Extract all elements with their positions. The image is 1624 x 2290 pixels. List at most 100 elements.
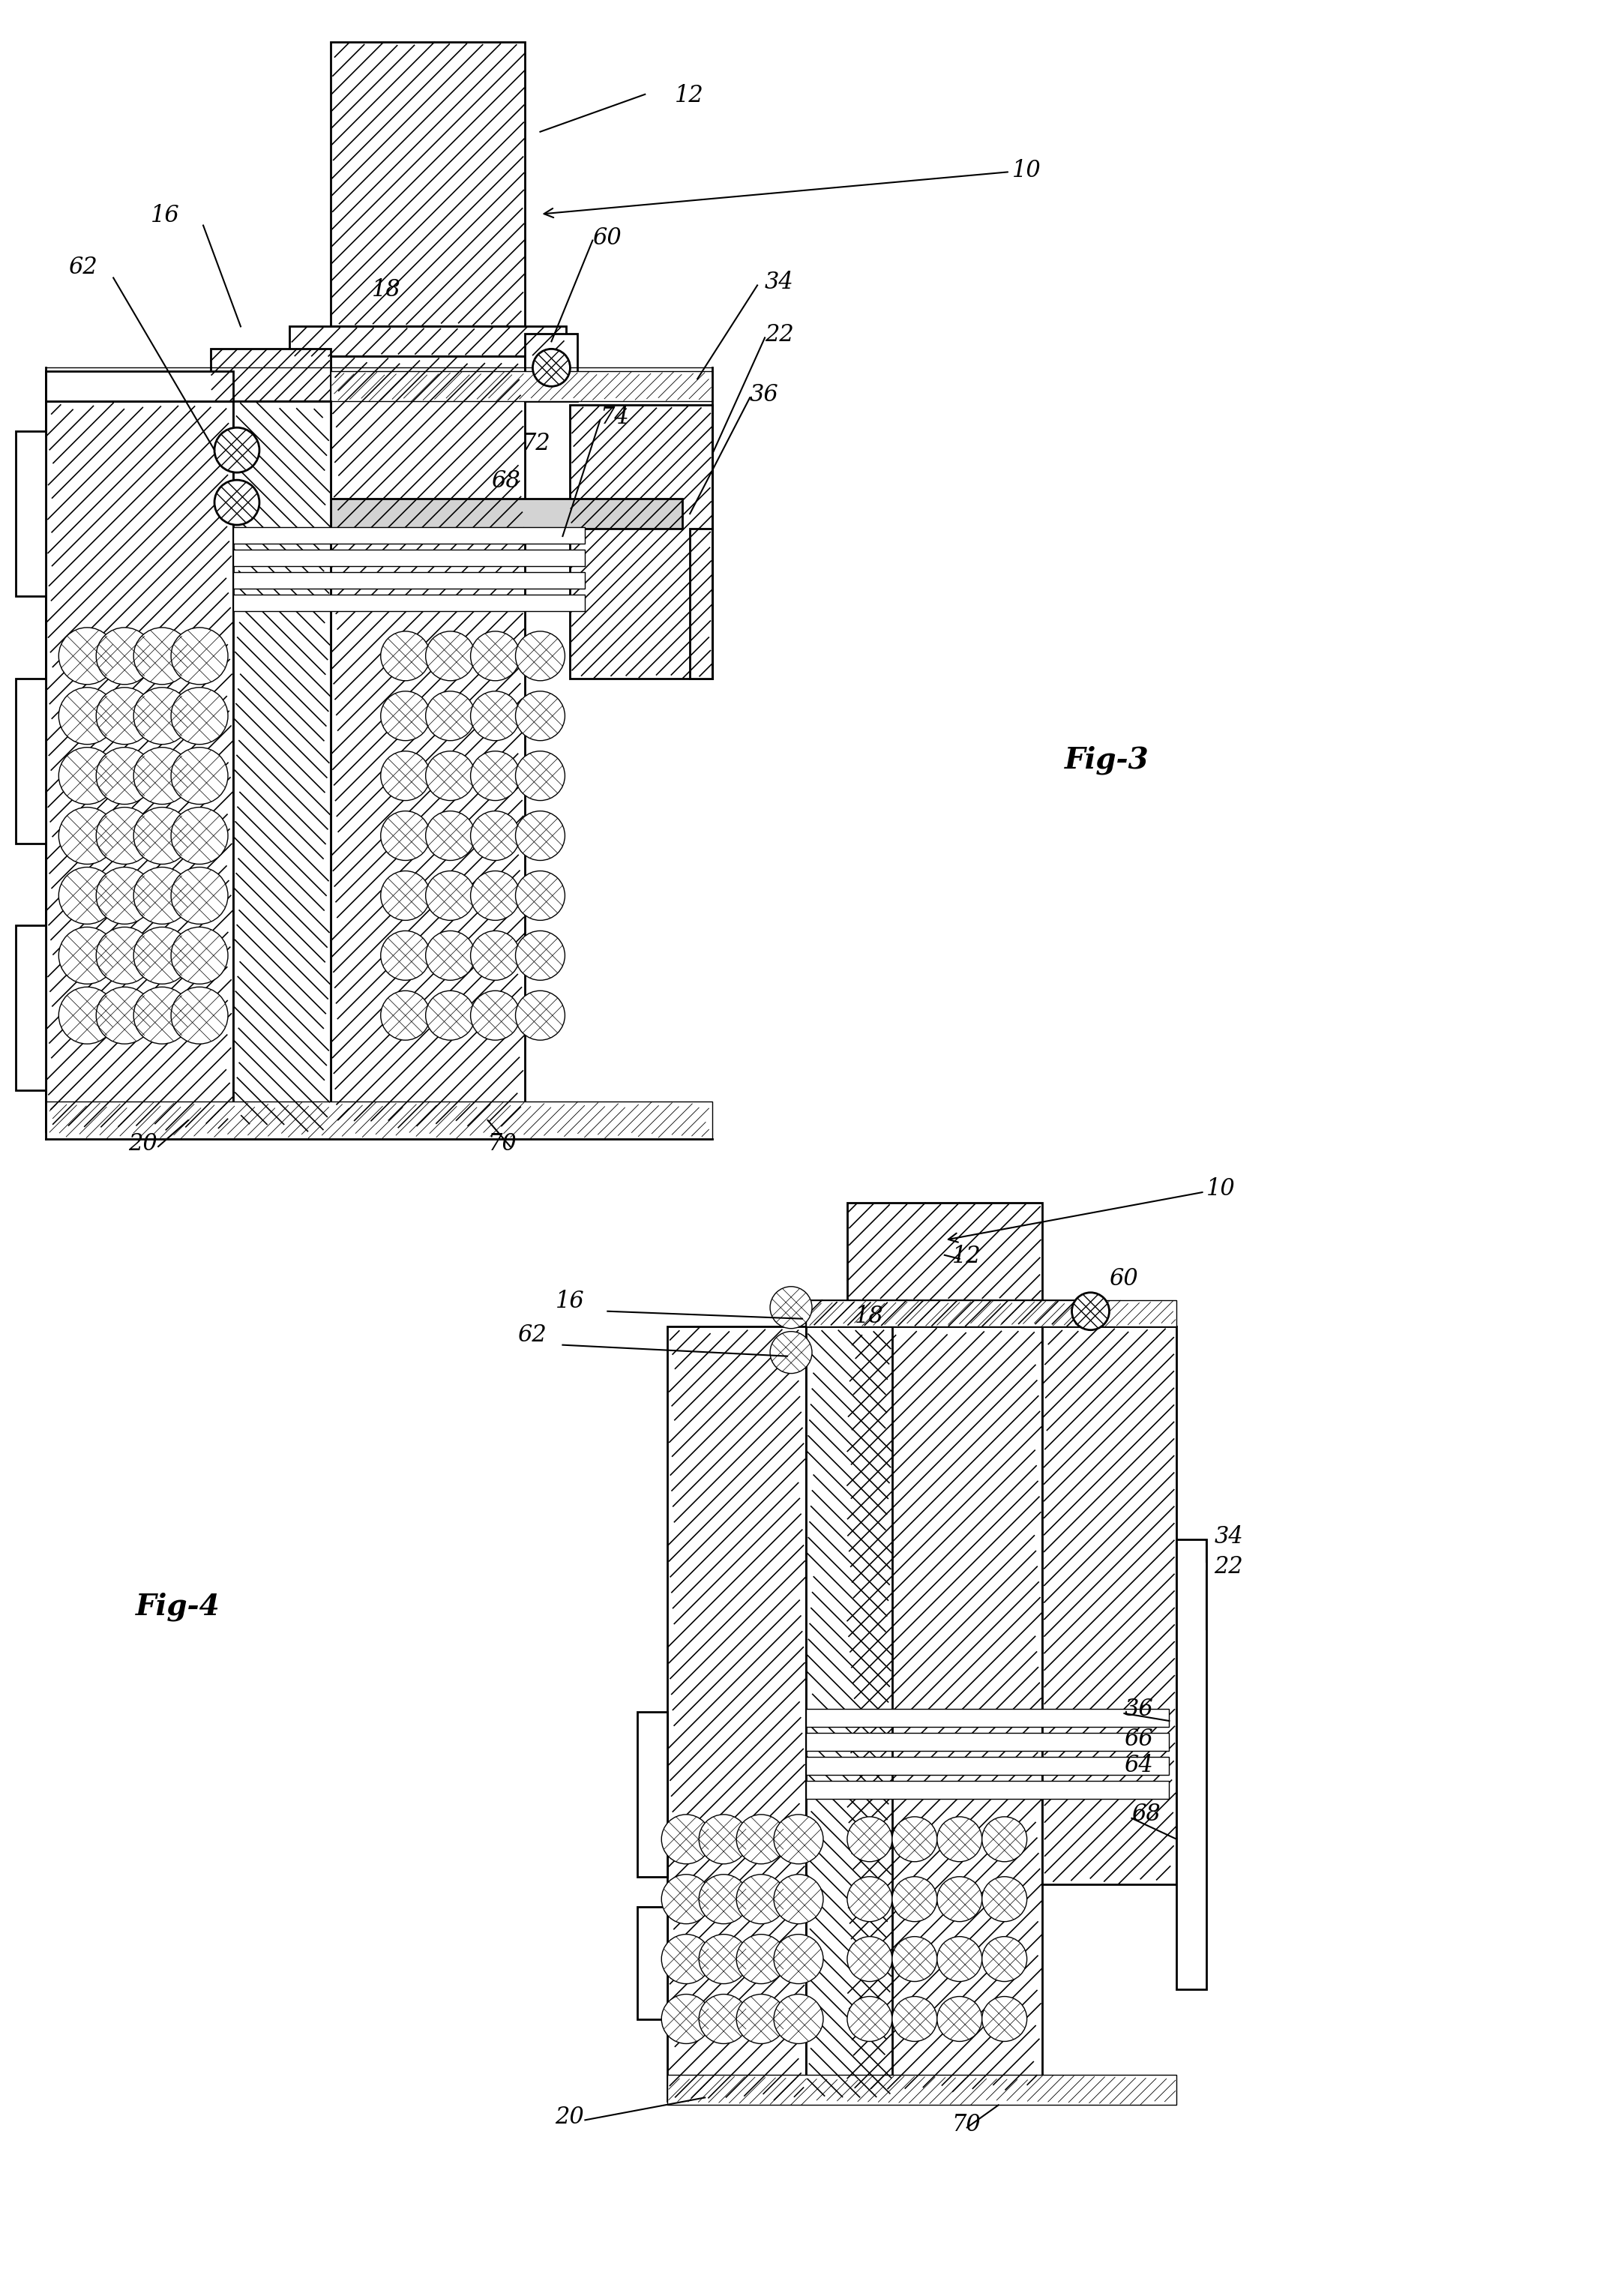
- Bar: [806, 1734, 1169, 1752]
- Circle shape: [58, 987, 115, 1044]
- Text: 60: 60: [1109, 1266, 1138, 1289]
- Circle shape: [773, 1935, 823, 1983]
- Circle shape: [380, 930, 430, 980]
- Circle shape: [1072, 1292, 1109, 1330]
- Text: 66: 66: [1124, 1727, 1153, 1752]
- Text: 62: 62: [68, 256, 97, 279]
- Circle shape: [133, 927, 190, 985]
- Bar: [848, 1202, 1043, 1301]
- Circle shape: [171, 868, 227, 925]
- Bar: [234, 527, 585, 543]
- Text: 70: 70: [487, 1131, 516, 1156]
- Text: 68: 68: [1132, 1802, 1161, 1825]
- Circle shape: [937, 1997, 983, 2040]
- Circle shape: [983, 1997, 1026, 2040]
- Circle shape: [171, 927, 227, 985]
- Circle shape: [471, 692, 520, 740]
- Text: 36: 36: [1124, 1697, 1153, 1720]
- Text: 34: 34: [765, 270, 794, 295]
- Circle shape: [380, 992, 430, 1040]
- Circle shape: [515, 870, 565, 921]
- Bar: [211, 348, 331, 401]
- Bar: [667, 1326, 806, 2102]
- Bar: [638, 1713, 667, 1876]
- Bar: [638, 1908, 667, 2020]
- Circle shape: [96, 687, 153, 744]
- Text: 10: 10: [544, 158, 1041, 218]
- Circle shape: [133, 687, 190, 744]
- Bar: [1043, 1326, 1177, 1885]
- Circle shape: [380, 692, 430, 740]
- Text: Fig-4: Fig-4: [136, 1592, 221, 1621]
- Bar: [667, 2075, 1177, 2105]
- Circle shape: [214, 428, 260, 472]
- Circle shape: [533, 348, 570, 387]
- Text: 62: 62: [518, 1324, 547, 1347]
- Circle shape: [892, 1997, 937, 2040]
- Circle shape: [171, 747, 227, 804]
- Bar: [806, 1756, 1169, 1775]
- Circle shape: [58, 927, 115, 985]
- Circle shape: [471, 992, 520, 1040]
- Text: 18: 18: [854, 1305, 883, 1328]
- Text: 72: 72: [521, 433, 551, 456]
- Circle shape: [171, 808, 227, 863]
- Circle shape: [773, 1876, 823, 1924]
- Circle shape: [214, 481, 260, 524]
- Bar: [234, 401, 331, 1131]
- Bar: [331, 357, 525, 1127]
- Circle shape: [515, 632, 565, 680]
- Circle shape: [848, 1816, 892, 1862]
- Circle shape: [471, 751, 520, 801]
- Bar: [806, 1301, 1083, 1326]
- Circle shape: [698, 1876, 749, 1924]
- Bar: [806, 1782, 1169, 1798]
- Text: 16: 16: [555, 1289, 585, 1312]
- Circle shape: [848, 1876, 892, 1921]
- Circle shape: [96, 808, 153, 863]
- Text: 18: 18: [372, 279, 401, 302]
- Text: 10: 10: [948, 1177, 1236, 1241]
- Circle shape: [425, 930, 476, 980]
- Text: 22: 22: [1215, 1555, 1242, 1578]
- Bar: [234, 595, 585, 611]
- Circle shape: [515, 930, 565, 980]
- Circle shape: [848, 1937, 892, 1981]
- Circle shape: [736, 1995, 786, 2043]
- Circle shape: [983, 1876, 1026, 1921]
- Bar: [525, 334, 578, 401]
- Circle shape: [58, 808, 115, 863]
- Circle shape: [770, 1330, 812, 1374]
- Circle shape: [171, 687, 227, 744]
- Bar: [289, 327, 567, 357]
- Text: 22: 22: [765, 323, 794, 346]
- Circle shape: [983, 1937, 1026, 1981]
- Bar: [45, 1101, 713, 1138]
- Text: Fig-3: Fig-3: [1064, 747, 1148, 774]
- Circle shape: [380, 751, 430, 801]
- Circle shape: [58, 868, 115, 925]
- Text: 12: 12: [676, 85, 705, 108]
- Circle shape: [425, 870, 476, 921]
- Circle shape: [471, 811, 520, 861]
- Circle shape: [937, 1937, 983, 1981]
- Circle shape: [96, 627, 153, 685]
- Circle shape: [471, 930, 520, 980]
- Circle shape: [96, 987, 153, 1044]
- Circle shape: [661, 1935, 711, 1983]
- Text: 70: 70: [952, 2114, 981, 2137]
- Bar: [45, 401, 234, 1131]
- Circle shape: [661, 1814, 711, 1864]
- Circle shape: [698, 1814, 749, 1864]
- Circle shape: [770, 1287, 812, 1328]
- Bar: [690, 529, 713, 678]
- Circle shape: [937, 1876, 983, 1921]
- Circle shape: [425, 992, 476, 1040]
- Circle shape: [983, 1816, 1026, 1862]
- Bar: [848, 1326, 1043, 2093]
- Circle shape: [515, 992, 565, 1040]
- Bar: [16, 431, 45, 595]
- Circle shape: [96, 747, 153, 804]
- Circle shape: [133, 868, 190, 925]
- Circle shape: [661, 1876, 711, 1924]
